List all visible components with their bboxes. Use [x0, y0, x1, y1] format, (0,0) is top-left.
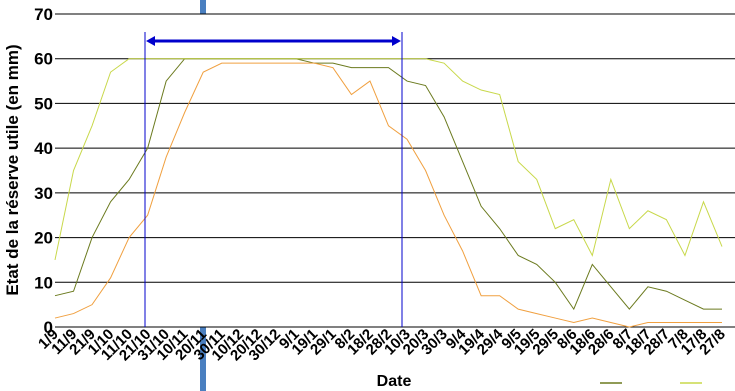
x-axis-label: Date — [377, 373, 412, 390]
marker-bar — [200, 0, 206, 14]
series-line — [54, 62, 722, 328]
arrow-head — [392, 36, 401, 46]
arrow-head — [146, 36, 155, 46]
y-tick-label: 50 — [34, 94, 53, 113]
series-line — [54, 58, 723, 261]
series-line — [54, 58, 722, 311]
y-tick-label: 70 — [34, 5, 53, 24]
y-tick-label: 20 — [34, 229, 53, 248]
y-tick-label: 0 — [44, 318, 53, 337]
y-tick-label: 30 — [34, 184, 53, 203]
y-tick-label: 40 — [34, 139, 53, 158]
y-tick-label: 60 — [34, 50, 53, 69]
y-tick-label: 10 — [34, 273, 53, 292]
marker-bar — [200, 327, 206, 391]
y-axis-label: Etat de la réserve utile (en mm) — [3, 44, 22, 295]
